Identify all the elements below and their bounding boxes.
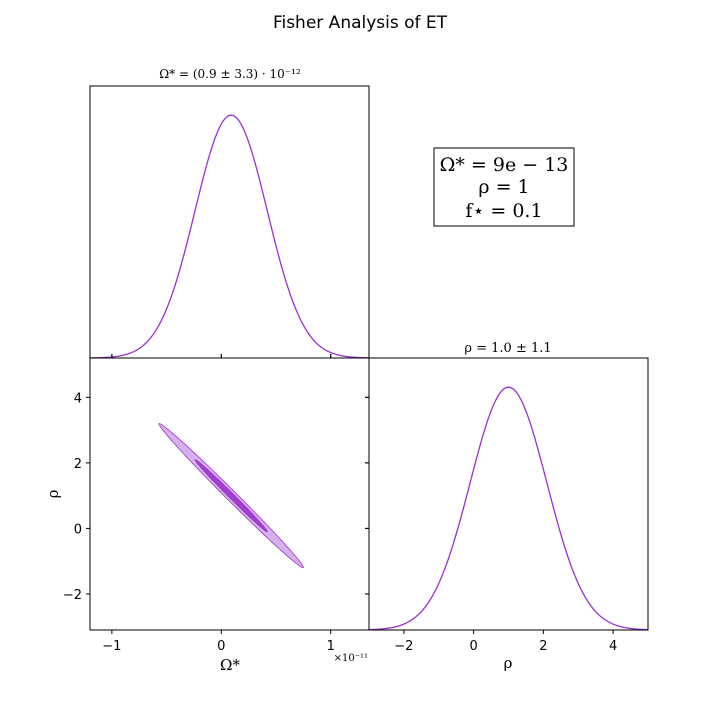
figure-title: Fisher Analysis of ET — [273, 13, 448, 33]
marginal-omega-curve — [89, 114, 370, 359]
joint-ytick-label-0: −2 — [63, 588, 82, 603]
joint-xtick-label-0: −1 — [102, 639, 121, 654]
legend-line-fstar: f⋆ = 0.1 — [465, 200, 542, 222]
panel-marginal-rho: ρ = 1.0 ± 1.1 −2 0 2 4 ρ — [365, 341, 649, 672]
joint-xtick-label-2: 1 — [327, 639, 335, 654]
panel-joint: −1 0 1 −2 0 2 4 Ω* ρ ×10⁻¹¹ — [44, 354, 370, 674]
joint-xlabel: Ω* — [220, 656, 240, 674]
marginal-rho-title: ρ = 1.0 ± 1.1 — [464, 341, 551, 356]
legend-line-rho: ρ = 1 — [478, 176, 529, 198]
marginal-rho-xlabel: ρ — [504, 654, 513, 672]
legend-box: Ω* = 9e − 13 ρ = 1 f⋆ = 0.1 — [433, 147, 575, 227]
marginal-omega-plot — [89, 114, 370, 359]
marginal-rho-plot: −2 0 2 4 — [365, 386, 649, 654]
marginal-omega-title: Ω* = (0.9 ± 3.3) · 10⁻¹² — [159, 67, 301, 81]
joint-xtick-label-1: 0 — [217, 639, 225, 654]
marginal-rho-xtick-label-0: −2 — [394, 639, 413, 654]
joint-ytick-label-2: 2 — [74, 457, 82, 472]
marginal-omega-frame — [89, 85, 370, 359]
joint-ylabel: ρ — [44, 489, 62, 498]
legend-frame — [433, 147, 575, 227]
panel-marginal-omega: Ω* = (0.9 ± 3.3) · 10⁻¹² — [89, 67, 370, 359]
marginal-rho-xtick-label-3: 4 — [609, 639, 617, 654]
joint-contour-1-sigma — [194, 459, 268, 533]
joint-x-scale-label: ×10⁻¹¹ — [334, 653, 368, 664]
marginal-rho-xtick-label-1: 0 — [469, 639, 477, 654]
marginal-rho-frame — [368, 357, 649, 631]
marginal-rho-xtick-label-2: 2 — [539, 639, 547, 654]
marginal-rho-curve — [368, 386, 649, 631]
joint-ytick-label-1: 0 — [74, 522, 82, 537]
joint-ytick-label-3: 4 — [74, 391, 82, 406]
legend-line-omega: Ω* = 9e − 13 — [440, 154, 569, 176]
joint-plot: −1 0 1 −2 0 2 4 — [63, 354, 369, 654]
